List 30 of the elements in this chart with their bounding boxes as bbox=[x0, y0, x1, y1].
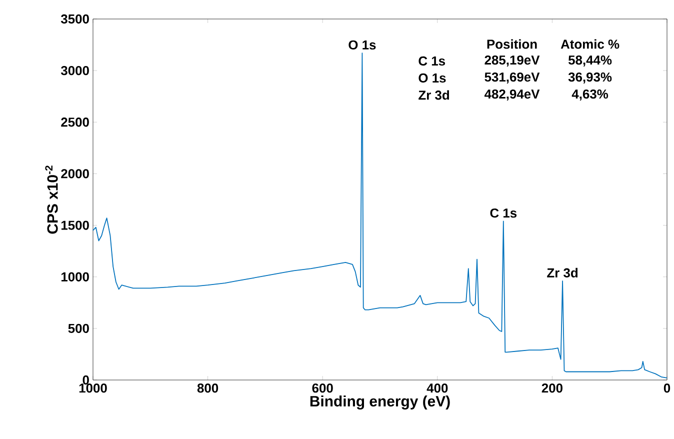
annotation: 285,19eV bbox=[484, 55, 540, 66]
y-tick-label: 3000 bbox=[60, 66, 89, 76]
y-tick-label: 2500 bbox=[61, 118, 89, 127]
annotation: 36,93% bbox=[568, 72, 612, 84]
annotation: 4,63% bbox=[572, 89, 608, 101]
y-tick-label: 1500 bbox=[61, 220, 89, 230]
annotation: 531,69eV bbox=[484, 72, 540, 84]
x-tick-label: 800 bbox=[197, 384, 218, 393]
annotation: Zr 3d bbox=[418, 90, 449, 100]
annotation: Zr 3d bbox=[547, 268, 578, 278]
x-tick-label: 200 bbox=[542, 384, 562, 393]
x-tick-label: 1000 bbox=[79, 384, 107, 393]
annotation: C 1s bbox=[418, 56, 445, 66]
annotation: O 1s bbox=[348, 40, 376, 50]
y-axis-title: CPS x10$^{-2}$ bbox=[45, 166, 58, 234]
annotation: O 1s bbox=[418, 73, 446, 83]
y-tick-label: 500 bbox=[68, 324, 89, 334]
y-tick-label: 1000 bbox=[61, 272, 89, 282]
y-tick-label: 2000 bbox=[61, 169, 89, 178]
y-tick-label: 3500 bbox=[60, 14, 89, 24]
annotation: Atomic % bbox=[560, 39, 620, 49]
annotation: C 1s bbox=[490, 208, 517, 218]
x-axis-title: Binding energy (eV) bbox=[310, 396, 450, 410]
annotation: Position bbox=[487, 39, 537, 49]
x-tick-label: 0 bbox=[664, 384, 670, 393]
x-tick-label: 400 bbox=[426, 384, 448, 393]
y-tick-label: 0 bbox=[82, 375, 89, 385]
annotation: 58,44% bbox=[568, 55, 612, 66]
annotation: 482,94eV bbox=[484, 89, 540, 101]
x-tick-label: 600 bbox=[312, 384, 333, 393]
